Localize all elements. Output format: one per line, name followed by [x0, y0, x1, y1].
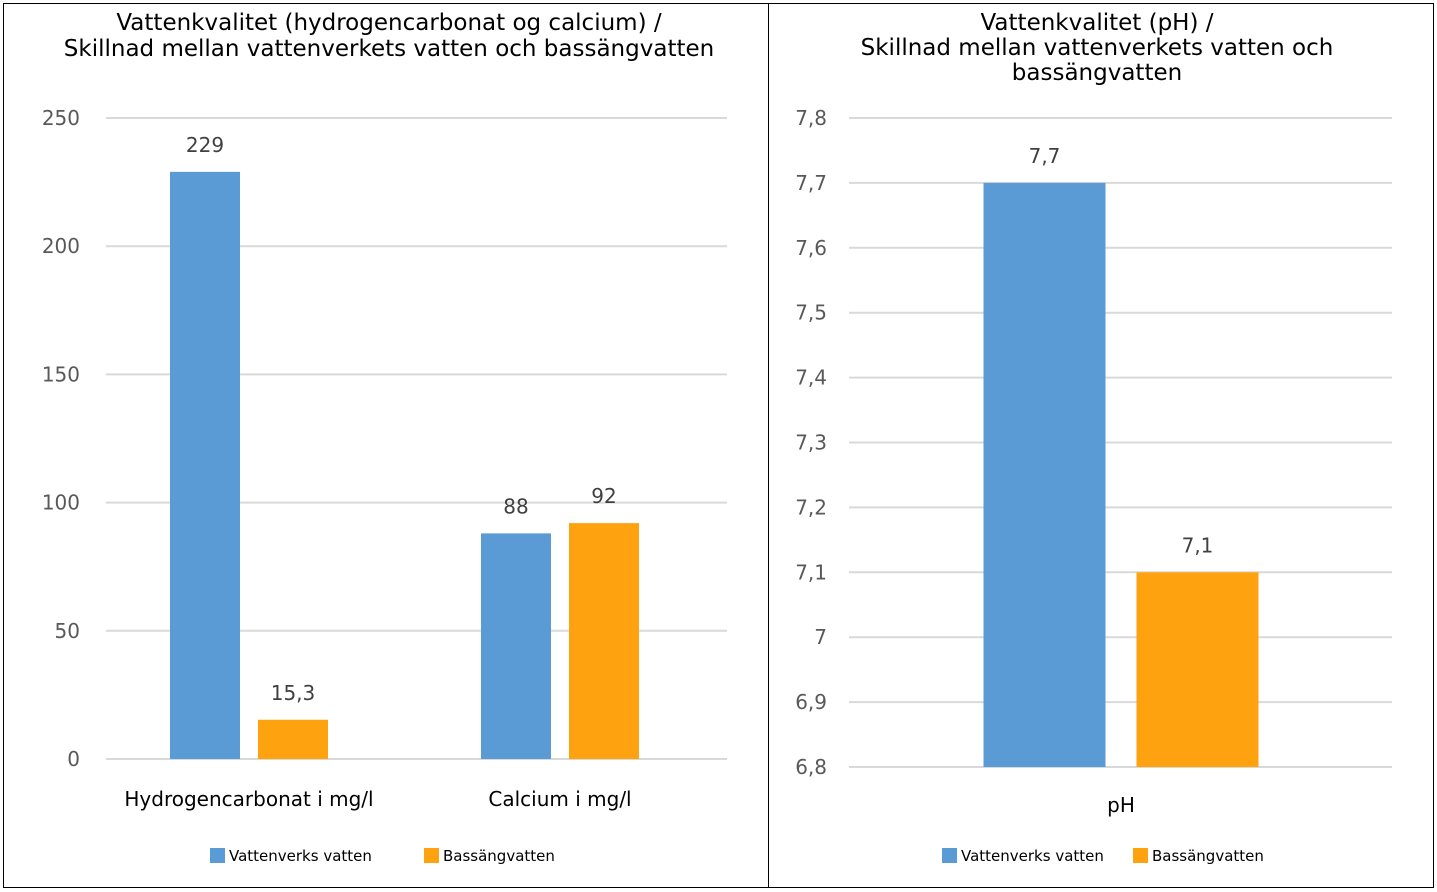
- legend-swatch: [424, 848, 439, 863]
- y-tick-label: 6,8: [795, 755, 827, 779]
- data-label: 15,3: [271, 681, 316, 705]
- y-tick-label: 7: [814, 625, 827, 649]
- chart-title-line: bassängvatten: [1012, 60, 1182, 86]
- y-tick-label: 6,9: [795, 690, 827, 714]
- y-tick-label: 7,7: [795, 171, 827, 195]
- y-tick-label: 7,4: [795, 366, 827, 390]
- data-label: 229: [186, 133, 224, 157]
- legend-entry: Vattenverks vatten: [229, 847, 372, 865]
- chart-title-line: Skillnad mellan vattenverkets vatten och…: [64, 36, 714, 62]
- y-tick-label: 7,2: [795, 495, 827, 519]
- legend-entry: Bassängvatten: [443, 847, 555, 865]
- y-tick-label: 7,5: [795, 301, 827, 325]
- chart-title-line: Vattenkvalitet (pH) /: [980, 10, 1213, 36]
- x-category-label: Hydrogencarbonat i mg/l: [124, 787, 373, 811]
- y-tick-label: 7,1: [795, 560, 827, 584]
- data-label: 7,1: [1182, 533, 1214, 557]
- legend-swatch: [942, 848, 957, 863]
- legend-swatch: [1133, 848, 1148, 863]
- chart-title-line: Skillnad mellan vattenverkets vatten och: [861, 35, 1334, 61]
- y-tick-label: 100: [42, 491, 80, 515]
- chart-panel-left: Vattenkvalitet (hydrogencarbonat og calc…: [3, 3, 769, 888]
- legend-entry: Bassängvatten: [1152, 847, 1264, 865]
- legend-entry: Vattenverks vatten: [961, 847, 1104, 865]
- x-category-label: Calcium i mg/l: [488, 787, 631, 811]
- data-label: 88: [503, 494, 528, 518]
- legend-swatch: [210, 848, 225, 863]
- chart-left-svg: Vattenkvalitet (hydrogencarbonat og calc…: [42, 10, 727, 865]
- bar: [258, 719, 328, 759]
- bar: [170, 171, 240, 759]
- chart-panel-right: Vattenkvalitet (pH) / Skillnad mellan vat…: [768, 3, 1434, 888]
- bar: [481, 533, 551, 759]
- y-tick-label: 250: [42, 106, 80, 130]
- bar: [1136, 572, 1259, 767]
- x-category-label: pH: [1107, 793, 1135, 817]
- chart-title-line: Vattenkvalitet (hydrogencarbonat og calc…: [116, 10, 662, 36]
- y-tick-label: 50: [55, 619, 80, 643]
- y-tick-label: 0: [67, 747, 80, 771]
- data-label: 92: [591, 484, 616, 508]
- bar: [983, 182, 1106, 767]
- y-tick-label: 7,6: [795, 236, 827, 260]
- bar: [569, 523, 639, 759]
- y-tick-label: 7,3: [795, 431, 827, 455]
- chart-right-svg: Vattenkvalitet (pH) /Skillnad mellan vat…: [795, 10, 1392, 865]
- y-tick-label: 150: [42, 362, 80, 386]
- y-tick-label: 200: [42, 234, 80, 258]
- y-tick-label: 7,8: [795, 106, 827, 130]
- data-label: 7,7: [1029, 144, 1061, 168]
